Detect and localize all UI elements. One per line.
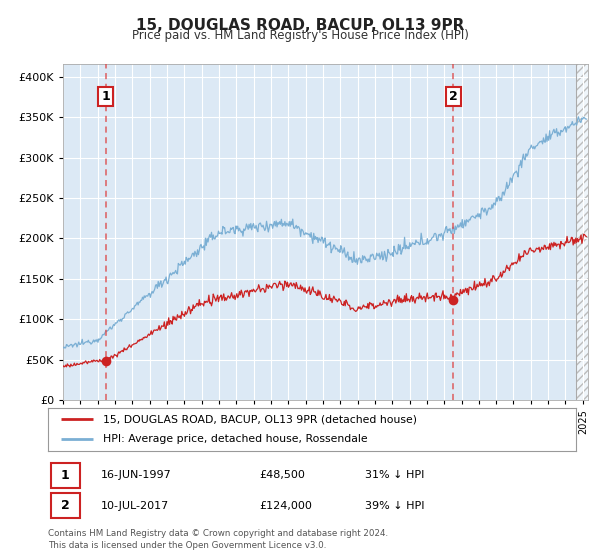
Text: 39% ↓ HPI: 39% ↓ HPI [365,501,424,511]
Text: 16-JUN-1997: 16-JUN-1997 [101,470,172,480]
Text: 15, DOUGLAS ROAD, BACUP, OL13 9PR: 15, DOUGLAS ROAD, BACUP, OL13 9PR [136,18,464,34]
Text: Price paid vs. HM Land Registry's House Price Index (HPI): Price paid vs. HM Land Registry's House … [131,29,469,42]
Text: 15, DOUGLAS ROAD, BACUP, OL13 9PR (detached house): 15, DOUGLAS ROAD, BACUP, OL13 9PR (detac… [103,414,418,424]
Text: 2: 2 [61,500,70,512]
Text: Contains HM Land Registry data © Crown copyright and database right 2024.
This d: Contains HM Land Registry data © Crown c… [48,529,388,550]
Text: HPI: Average price, detached house, Rossendale: HPI: Average price, detached house, Ross… [103,434,368,444]
Text: £48,500: £48,500 [259,470,305,480]
FancyBboxPatch shape [50,463,80,488]
Text: 1: 1 [61,469,70,482]
Text: 1: 1 [101,90,110,103]
FancyBboxPatch shape [50,493,80,519]
Bar [575,64,600,400]
Text: 2: 2 [449,90,458,103]
Text: £124,000: £124,000 [259,501,312,511]
Text: 10-JUL-2017: 10-JUL-2017 [101,501,169,511]
Text: 31% ↓ HPI: 31% ↓ HPI [365,470,424,480]
Bar [575,64,600,400]
